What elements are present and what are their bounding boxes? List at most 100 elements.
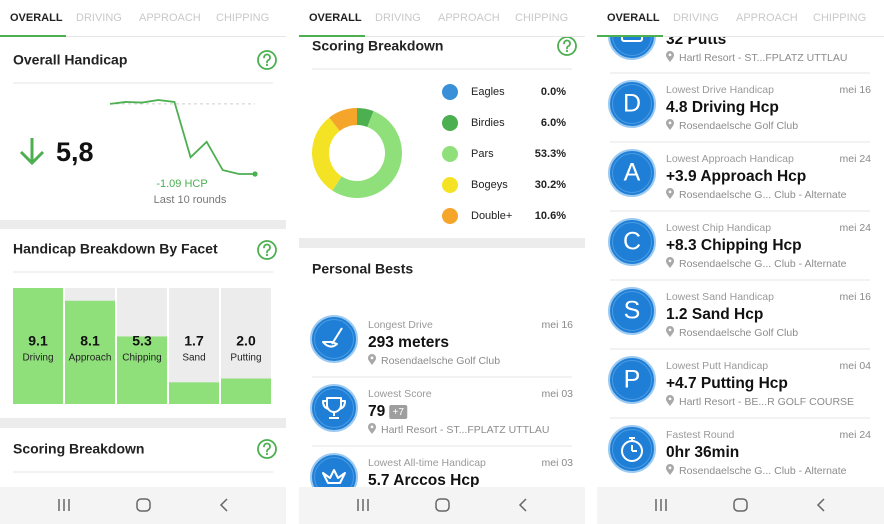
tab[interactable]: CHIPPING	[813, 12, 866, 24]
tab[interactable]: DRIVING	[673, 12, 719, 24]
pin-icon	[666, 464, 674, 475]
icon-ring	[612, 153, 652, 193]
tab[interactable]: OVERALL	[607, 12, 660, 24]
tab[interactable]: OVERALL	[10, 12, 63, 24]
tab[interactable]: DRIVING	[76, 12, 122, 24]
section-title: Scoring Breakdown	[13, 441, 144, 457]
item-value: 0hr 36min	[666, 444, 739, 461]
item-date: mei 03	[541, 457, 573, 469]
icon-ring	[612, 429, 652, 469]
nav-home[interactable]	[136, 498, 151, 512]
nav-home[interactable]	[733, 498, 748, 512]
card	[299, 37, 585, 238]
icon-circle	[310, 384, 358, 432]
icon-glyph	[629, 437, 637, 452]
tab-indicator	[299, 35, 365, 37]
item-label: Longest Drive	[368, 319, 433, 331]
item-label: Lowest Approach Handicap	[666, 153, 794, 165]
help-circle	[257, 240, 277, 260]
help-icon[interactable]	[257, 240, 277, 260]
screen: Scoring Breakdown Eagles 0.0% Birdies 6.0% Pa…	[299, 0, 585, 524]
legend-label: Birdies	[471, 117, 505, 129]
help-circle	[257, 439, 277, 459]
facet-bar	[169, 382, 219, 404]
facet-label: Chipping	[122, 353, 161, 364]
tab[interactable]: CHIPPING	[515, 12, 568, 24]
item-icon	[310, 315, 358, 363]
icon-glyph	[322, 397, 346, 419]
card	[0, 428, 286, 487]
nav-recent[interactable]	[655, 499, 667, 511]
legend-value: 0.0%	[541, 86, 566, 98]
item-location: Hartl Resort - ST...FPLATZ UTTLAU	[381, 424, 549, 436]
facet-label: Approach	[69, 353, 112, 364]
nav-bar	[299, 487, 585, 524]
trend-line	[109, 99, 255, 175]
tab[interactable]: CHIPPING	[216, 12, 269, 24]
help-dot	[265, 63, 269, 67]
tab[interactable]: APPROACH	[438, 12, 500, 24]
tab[interactable]: OVERALL	[309, 12, 362, 24]
pin-icon	[666, 119, 674, 130]
item-location: Rosendaelsche Golf Club	[679, 120, 798, 132]
facet-bar	[221, 378, 271, 404]
icon-circle	[608, 218, 656, 266]
trend-end	[252, 171, 258, 177]
legend-value: 10.6%	[535, 210, 566, 222]
item-label: Lowest Putt Handicap	[666, 360, 768, 372]
facet-label: Putting	[230, 353, 261, 364]
help-dot	[265, 253, 269, 257]
icon-letter: A	[624, 159, 641, 187]
item-label: Lowest All-time Handicap	[368, 457, 486, 469]
item-location: Rosendaelsche G... Club - Alternate	[679, 189, 847, 201]
legend-value: 53.3%	[535, 148, 566, 160]
facet-value: 8.1	[80, 333, 100, 349]
nav-back[interactable]	[816, 498, 825, 512]
nav-recent[interactable]	[58, 499, 70, 511]
legend-label: Eagles	[471, 86, 505, 98]
item-icon: C	[608, 218, 656, 266]
nav-home[interactable]	[435, 498, 450, 512]
icon-ring	[612, 291, 652, 331]
help-dot	[565, 49, 569, 53]
help-mark	[563, 39, 571, 50]
nav-back[interactable]	[518, 498, 527, 512]
legend-value: 30.2%	[535, 179, 566, 191]
item-date: mei 24	[839, 429, 871, 441]
legend-label: Double+	[471, 210, 512, 222]
pin-icon	[368, 354, 376, 365]
item-icon: D	[608, 80, 656, 128]
nav-bar	[0, 487, 286, 524]
item-value: 5.7 Arccos Hcp	[368, 472, 479, 489]
legend-dot	[442, 146, 458, 162]
item-value: 4.8 Driving Hcp	[666, 99, 779, 116]
icon-circle	[608, 356, 656, 404]
legend-label: Pars	[471, 148, 494, 160]
icon-ring	[314, 319, 354, 359]
help-icon[interactable]	[257, 439, 277, 459]
item-date: mei 03	[541, 388, 573, 400]
legend-value: 6.0%	[541, 117, 566, 129]
tab[interactable]: DRIVING	[375, 12, 421, 24]
pin-icon	[666, 188, 674, 199]
item-location: Hartl Resort - BE...R GOLF COURSE	[679, 396, 854, 408]
tab[interactable]: APPROACH	[139, 12, 201, 24]
donut-segment	[357, 108, 374, 127]
nav-back[interactable]	[219, 498, 228, 512]
item-label: Lowest Sand Handicap	[666, 291, 774, 303]
facet-value: 5.3	[132, 333, 152, 349]
pin-icon	[666, 257, 674, 268]
icon-letter: S	[624, 297, 641, 325]
item-label: Lowest Chip Handicap	[666, 222, 771, 234]
tab-indicator	[0, 35, 66, 37]
tab-indicator	[597, 35, 663, 37]
item-value: +4.7 Putting Hcp	[666, 375, 788, 392]
help-icon[interactable]	[257, 50, 277, 70]
nav-recent[interactable]	[357, 499, 369, 511]
icon-glyph	[322, 469, 346, 484]
icon-glyph	[322, 327, 343, 348]
tab[interactable]: APPROACH	[736, 12, 798, 24]
nav-bar	[597, 487, 884, 524]
card	[0, 37, 286, 220]
